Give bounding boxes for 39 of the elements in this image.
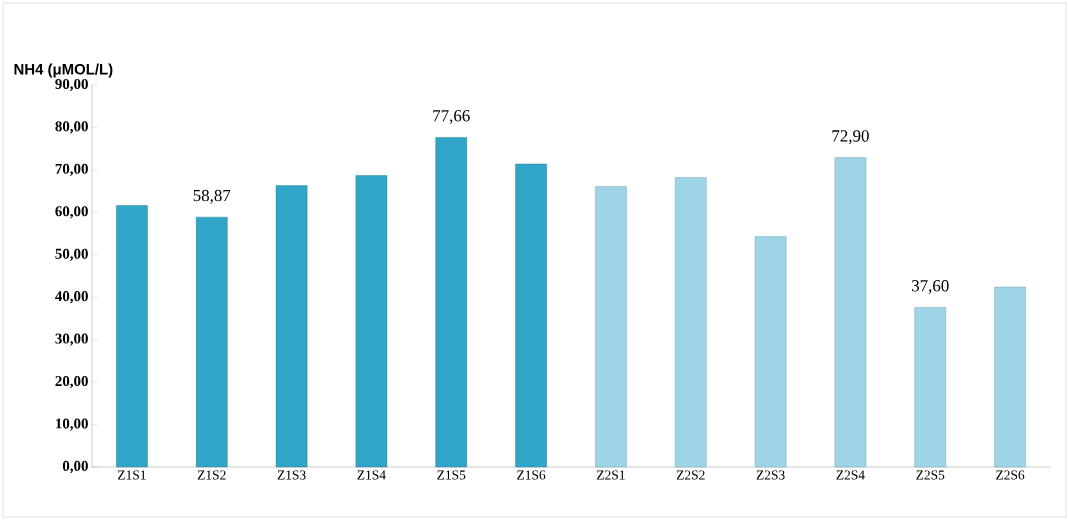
x-tick-label: Z2S4 — [836, 470, 865, 480]
x-tick-label: Z1S2 — [197, 470, 226, 480]
y-tick-label: 20,00 — [55, 375, 88, 389]
data-label: 72,90 — [832, 130, 869, 145]
x-tick-label: Z2S5 — [916, 470, 945, 480]
bar — [595, 186, 627, 468]
x-tick-label: Z1S4 — [357, 470, 386, 480]
bar — [195, 216, 228, 468]
x-tick-label: Z2S6 — [996, 470, 1025, 480]
x-tick-label: Z1S5 — [437, 470, 466, 480]
y-tick-label: 0,00 — [62, 460, 88, 474]
bar — [515, 163, 547, 468]
x-tick-label: Z2S1 — [596, 470, 625, 480]
x-tick-label: Z1S1 — [117, 470, 146, 480]
y-axis-title: NH4 (μMOL/L) — [14, 63, 113, 78]
y-tick-label: 50,00 — [55, 248, 88, 261]
bar — [994, 286, 1026, 468]
y-tick-label: 10,00 — [56, 418, 88, 431]
y-tick-label: 40,00 — [55, 291, 88, 304]
x-tick-label: Z2S3 — [756, 470, 785, 480]
bar — [275, 185, 308, 468]
x-tick-label: Z1S3 — [277, 470, 306, 480]
bar — [674, 177, 707, 468]
bar — [116, 205, 148, 468]
bar — [435, 137, 468, 468]
data-label: 58,87 — [193, 189, 231, 204]
y-tick-label: 90,00 — [55, 78, 88, 92]
y-tick-label: 30,00 — [55, 333, 88, 346]
bar — [355, 175, 388, 468]
x-tick-label: Z1S6 — [517, 470, 546, 480]
bar — [754, 236, 787, 468]
y-tick-label: 80,00 — [55, 121, 88, 134]
data-label: 37,60 — [912, 280, 949, 294]
bar — [914, 307, 947, 468]
data-label: 77,66 — [433, 110, 470, 124]
y-tick-label: 70,00 — [55, 163, 88, 177]
x-tick-label: Z2S2 — [676, 470, 705, 480]
y-tick-label: 60,00 — [55, 206, 88, 219]
bar — [834, 157, 867, 468]
